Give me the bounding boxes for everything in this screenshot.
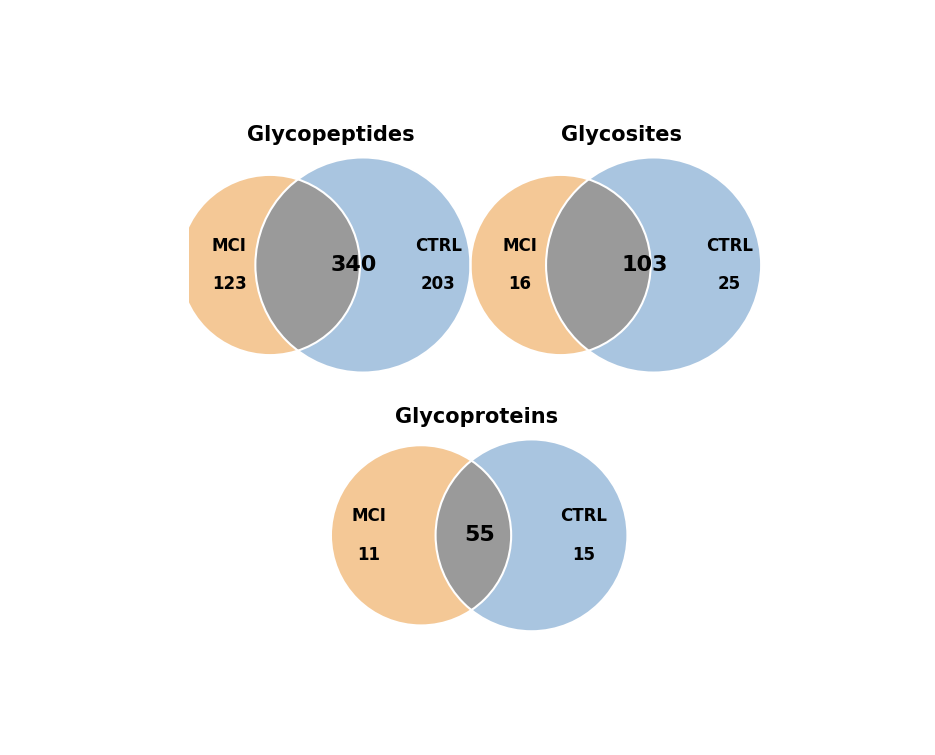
Text: MCI: MCI (211, 236, 247, 254)
Circle shape (436, 439, 627, 631)
Circle shape (331, 445, 511, 625)
Text: 25: 25 (717, 276, 741, 294)
Circle shape (180, 175, 360, 355)
Text: CTRL: CTRL (560, 507, 608, 525)
Text: Glycosites: Glycosites (561, 125, 683, 145)
Circle shape (546, 158, 761, 372)
Circle shape (180, 175, 360, 355)
Text: MCI: MCI (352, 507, 386, 525)
Text: CTRL: CTRL (706, 236, 753, 254)
Text: 55: 55 (464, 525, 495, 545)
Text: 16: 16 (509, 276, 531, 294)
Text: 15: 15 (572, 546, 596, 564)
Circle shape (331, 445, 511, 625)
Circle shape (470, 175, 651, 355)
Text: Glycoproteins: Glycoproteins (395, 407, 558, 427)
Text: 103: 103 (622, 255, 669, 275)
Circle shape (255, 158, 470, 372)
Text: 123: 123 (212, 276, 247, 294)
Text: 340: 340 (331, 255, 378, 275)
Circle shape (470, 175, 651, 355)
Text: 11: 11 (357, 546, 381, 564)
Text: MCI: MCI (502, 236, 538, 254)
Text: CTRL: CTRL (415, 236, 462, 254)
Text: Glycopeptides: Glycopeptides (247, 125, 415, 145)
Text: 203: 203 (421, 276, 456, 294)
